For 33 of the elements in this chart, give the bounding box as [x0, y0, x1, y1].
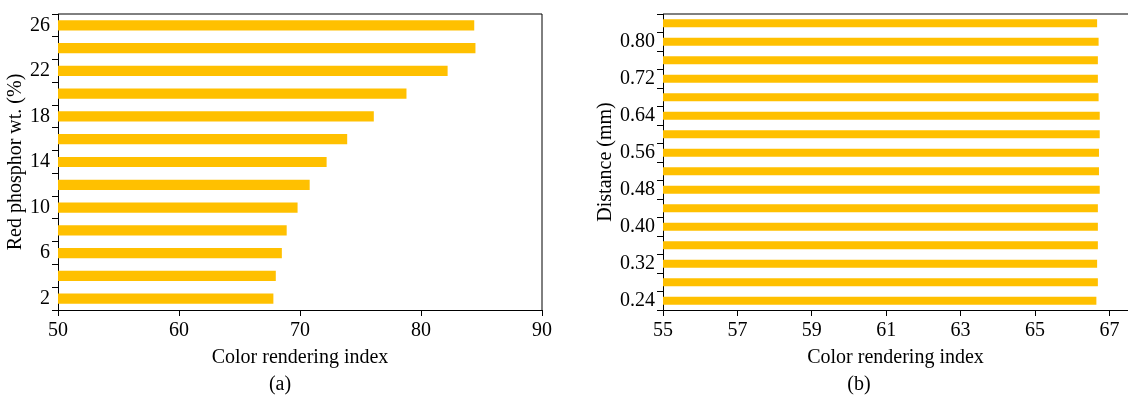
y-tick-label: 22 [30, 58, 50, 81]
y-tick-label: 6 [40, 240, 50, 263]
x-axis-title: Color rendering index [807, 345, 984, 369]
y-tick-label: 10 [30, 194, 50, 217]
text: (a) [267, 372, 293, 395]
x-tick-label: 80 [411, 318, 431, 341]
y-axis-title: Distance (mm) [593, 102, 617, 222]
x-tick-label: 60 [169, 318, 189, 341]
x-tick-label: 55 [653, 318, 673, 341]
y-tick-label: 0.48 [620, 177, 655, 199]
y-tick-label: 0.32 [620, 251, 655, 273]
y-tick-label: 0.80 [620, 29, 655, 51]
y-tick-label: 26 [30, 12, 50, 35]
y-tick-label: 0.56 [620, 140, 655, 162]
x-tick-label: 90 [532, 318, 552, 341]
x-tick-label: 50 [48, 318, 68, 341]
y-tick-label: 0.24 [620, 288, 655, 310]
y-tick-label: 0.64 [620, 103, 655, 125]
y-tick-label: 14 [30, 149, 50, 172]
x-tick-label: 67 [1099, 318, 1120, 341]
x-axis-title: Color rendering index [211, 345, 389, 369]
x-tick-label: 57 [727, 318, 748, 341]
x-tick-label: 59 [801, 318, 822, 341]
y-tick-label: 0.40 [620, 214, 655, 236]
x-tick-label: 63 [950, 318, 971, 341]
y-tick-label: 0.72 [620, 66, 655, 88]
y-tick-label: 18 [30, 103, 50, 126]
y-tick-label: 2 [40, 285, 50, 308]
y-axis-title: Red phosphor wt. (%) [3, 73, 27, 251]
x-tick-label: 61 [876, 318, 897, 341]
text: (b) [846, 372, 872, 395]
x-tick-label: 70 [290, 318, 310, 341]
x-tick-label: 65 [1025, 318, 1045, 341]
